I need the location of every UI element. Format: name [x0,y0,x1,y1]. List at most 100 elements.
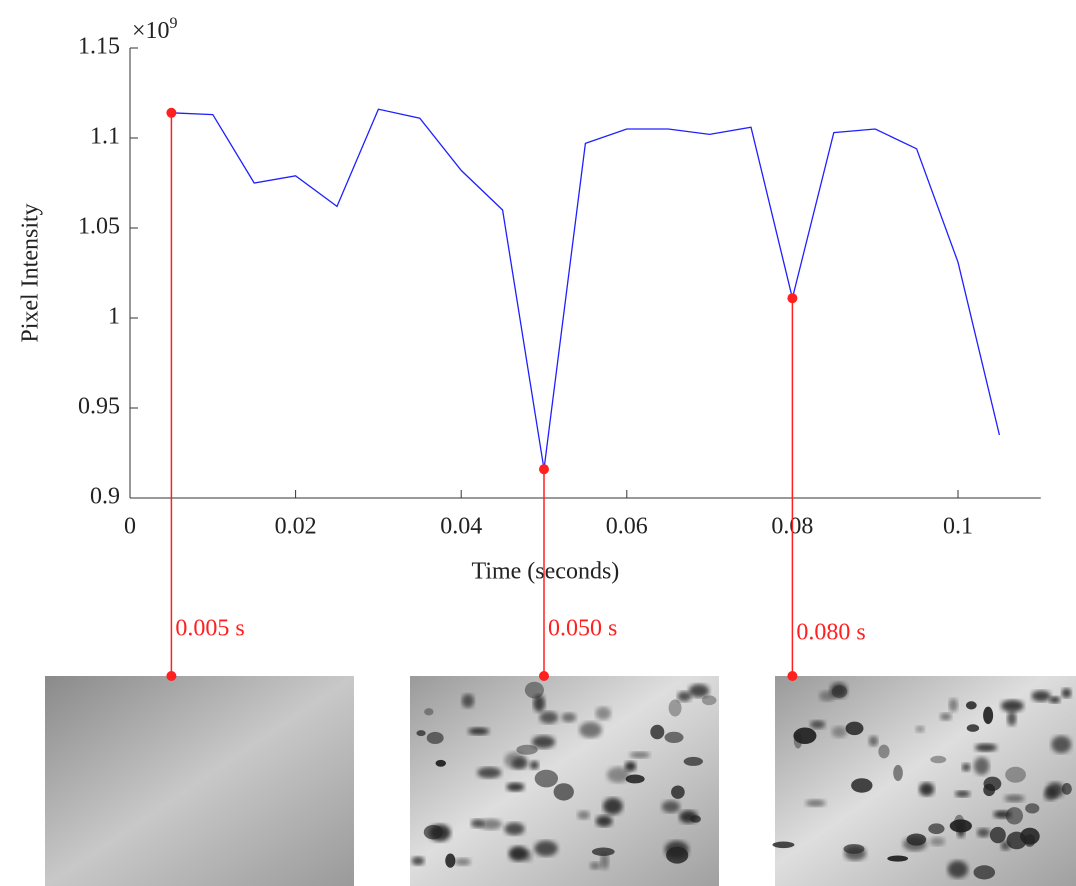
particle [508,846,529,862]
particle [975,743,997,752]
x-tick-label: 0.1 [943,514,973,540]
particle [973,865,996,880]
highlight-label: 0.080 s [796,620,865,646]
particle [893,764,903,781]
particle [577,810,590,820]
particle [561,712,577,723]
particle [461,693,475,708]
particle [629,751,650,759]
particle [534,769,559,788]
particle [930,755,947,764]
particle [426,731,444,745]
frame-marker [539,671,549,681]
particle [479,818,502,830]
y-tick-label: 0.95 [78,394,120,420]
particle [989,826,1006,844]
particle [965,701,977,710]
particle [661,800,680,813]
particle [966,724,980,732]
particle [445,853,456,868]
data-line [171,108,1001,470]
particle [471,818,484,828]
x-tick-label: 0.02 [275,514,317,540]
particle [701,695,717,706]
particle [624,761,637,772]
particle [664,731,684,744]
particle [956,821,966,838]
particle [553,783,574,801]
multiplier-base: ×10 [132,18,170,44]
frame-image [775,676,1076,886]
particle [683,756,703,766]
particle [668,699,682,717]
particle [511,757,528,770]
particle [819,690,835,702]
particle [851,778,873,793]
multiplier-exponent: 9 [170,15,178,32]
particle [1023,834,1036,847]
particle [831,726,848,738]
highlight-point [539,464,549,475]
particle [793,732,803,749]
particle [1043,787,1057,801]
particle [477,767,502,779]
particle [533,694,546,712]
particle [948,698,958,712]
particle [539,711,559,724]
y-axis-label: Pixel Intensity [18,203,44,342]
particle [1049,696,1061,704]
x-tick-label: 0 [124,514,136,540]
particle [919,782,935,797]
particle [688,684,710,698]
particle [940,712,952,721]
highlight-point [166,107,177,118]
particle [772,841,795,849]
particle [844,846,867,861]
particle [589,861,601,870]
particle [454,858,471,866]
y-tick-label: 0.9 [90,484,120,510]
particle [961,763,971,772]
particle [993,810,1012,819]
particle [595,706,611,720]
particle [595,815,613,827]
particle [887,855,909,862]
particle [973,757,990,775]
y-tick-label: 1.15 [78,34,120,60]
particle [1025,803,1040,814]
particle [600,852,609,870]
particle [504,822,525,836]
particle [868,735,879,747]
particle [516,744,538,755]
particle [664,840,689,859]
particle [1007,711,1017,726]
particle [845,721,864,736]
particle [915,725,925,733]
particle [435,759,447,767]
particle [1000,699,1024,712]
particle [1005,807,1024,825]
particle [579,722,602,738]
particle [534,840,558,857]
y-tick-label: 1 [108,304,120,330]
frame-marker [166,671,177,681]
y-tick-label: 1.05 [78,214,120,240]
particle [424,708,434,716]
y-tick-label: 1.1 [90,124,120,150]
particle [591,847,615,856]
particle [650,724,665,740]
y-multiplier: ×109 [132,15,178,44]
particle [1031,690,1051,702]
particle [506,782,525,792]
particle [810,720,826,729]
particle [1051,735,1072,754]
particle [677,691,692,702]
x-axis-label: Time (seconds) [472,559,620,585]
frame-marker [787,671,798,681]
particle [983,706,994,725]
particle [625,774,645,784]
particle [690,815,701,823]
particle [929,837,945,846]
